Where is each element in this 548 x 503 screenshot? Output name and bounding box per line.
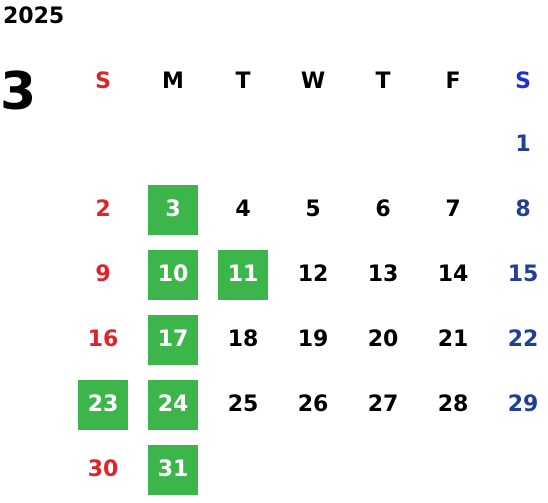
- day-number: 9: [95, 261, 111, 287]
- day-cell-29[interactable]: 29: [488, 372, 548, 437]
- day-number: 31: [148, 444, 198, 495]
- day-cell-9[interactable]: 9: [68, 242, 138, 307]
- day-number: 6: [375, 196, 391, 222]
- day-number: 2: [95, 196, 111, 222]
- day-number: 14: [437, 261, 469, 287]
- day-cell-15[interactable]: 15: [488, 242, 548, 307]
- day-cell-7[interactable]: 7: [418, 177, 488, 242]
- day-number: 26: [297, 391, 329, 417]
- weekday-header-fri: F: [445, 69, 461, 94]
- day-cell-14[interactable]: 14: [418, 242, 488, 307]
- empty-day-cell: [138, 112, 208, 177]
- empty-day-cell: [348, 112, 418, 177]
- day-number: 19: [297, 326, 329, 352]
- weekday-header-sun: S: [95, 69, 111, 94]
- day-cell-3[interactable]: 3: [138, 177, 208, 242]
- day-number: 8: [515, 196, 531, 222]
- day-cell-22[interactable]: 22: [488, 307, 548, 372]
- day-number: 28: [437, 391, 469, 417]
- day-cell-10[interactable]: 10: [138, 242, 208, 307]
- day-number: 15: [507, 261, 539, 287]
- day-cell-16[interactable]: 16: [68, 307, 138, 372]
- day-cell-24[interactable]: 24: [138, 372, 208, 437]
- calendar-grid: S M T W T F S 1 2 3 4 5 6 7 8 9 10 11 12 13 14 15 16 17 18 19 20 21…: [68, 52, 548, 502]
- day-number: 22: [507, 326, 539, 352]
- day-number: 17: [148, 314, 198, 365]
- weekday-header-mon: M: [162, 69, 184, 94]
- day-number: 12: [297, 261, 329, 287]
- day-number: 21: [437, 326, 469, 352]
- day-number: 27: [367, 391, 399, 417]
- day-cell-28[interactable]: 28: [418, 372, 488, 437]
- day-cell-11[interactable]: 11: [208, 242, 278, 307]
- day-cell-30[interactable]: 30: [68, 437, 138, 502]
- day-cell-12[interactable]: 12: [278, 242, 348, 307]
- day-cell-18[interactable]: 18: [208, 307, 278, 372]
- day-cell-25[interactable]: 25: [208, 372, 278, 437]
- empty-day-cell: [208, 437, 278, 502]
- day-number: 16: [87, 326, 119, 352]
- day-number: 13: [367, 261, 399, 287]
- calendar-year: 2025: [3, 4, 65, 29]
- day-number: 1: [515, 131, 531, 157]
- day-number: 3: [148, 184, 198, 235]
- empty-day-cell: [68, 112, 138, 177]
- day-cell-27[interactable]: 27: [348, 372, 418, 437]
- day-cell-20[interactable]: 20: [348, 307, 418, 372]
- empty-day-cell: [488, 437, 548, 502]
- day-number: 24: [148, 379, 198, 430]
- weekday-header-wed: W: [300, 69, 326, 94]
- day-cell-5[interactable]: 5: [278, 177, 348, 242]
- empty-day-cell: [278, 112, 348, 177]
- day-cell-17[interactable]: 17: [138, 307, 208, 372]
- day-cell-2[interactable]: 2: [68, 177, 138, 242]
- day-number: 20: [367, 326, 399, 352]
- day-number: 23: [78, 379, 128, 430]
- weekday-header-tue: T: [235, 69, 251, 94]
- day-cell-8[interactable]: 8: [488, 177, 548, 242]
- calendar-month: 3: [0, 62, 37, 122]
- day-cell-26[interactable]: 26: [278, 372, 348, 437]
- empty-day-cell: [418, 112, 488, 177]
- day-cell-23[interactable]: 23: [68, 372, 138, 437]
- empty-day-cell: [208, 112, 278, 177]
- empty-day-cell: [278, 437, 348, 502]
- day-cell-19[interactable]: 19: [278, 307, 348, 372]
- day-cell-1[interactable]: 1: [488, 112, 548, 177]
- empty-day-cell: [348, 437, 418, 502]
- day-number: 30: [87, 456, 119, 482]
- day-cell-6[interactable]: 6: [348, 177, 418, 242]
- day-cell-21[interactable]: 21: [418, 307, 488, 372]
- empty-day-cell: [418, 437, 488, 502]
- weekday-header-thu: T: [375, 69, 391, 94]
- day-number: 29: [507, 391, 539, 417]
- day-number: 7: [445, 196, 461, 222]
- weekday-header-sat: S: [515, 69, 531, 94]
- day-number: 10: [148, 249, 198, 300]
- day-number: 25: [227, 391, 259, 417]
- day-cell-4[interactable]: 4: [208, 177, 278, 242]
- day-cell-31[interactable]: 31: [138, 437, 208, 502]
- day-number: 4: [235, 196, 251, 222]
- day-number: 18: [227, 326, 259, 352]
- day-cell-13[interactable]: 13: [348, 242, 418, 307]
- day-number: 11: [218, 249, 268, 300]
- day-number: 5: [305, 196, 321, 222]
